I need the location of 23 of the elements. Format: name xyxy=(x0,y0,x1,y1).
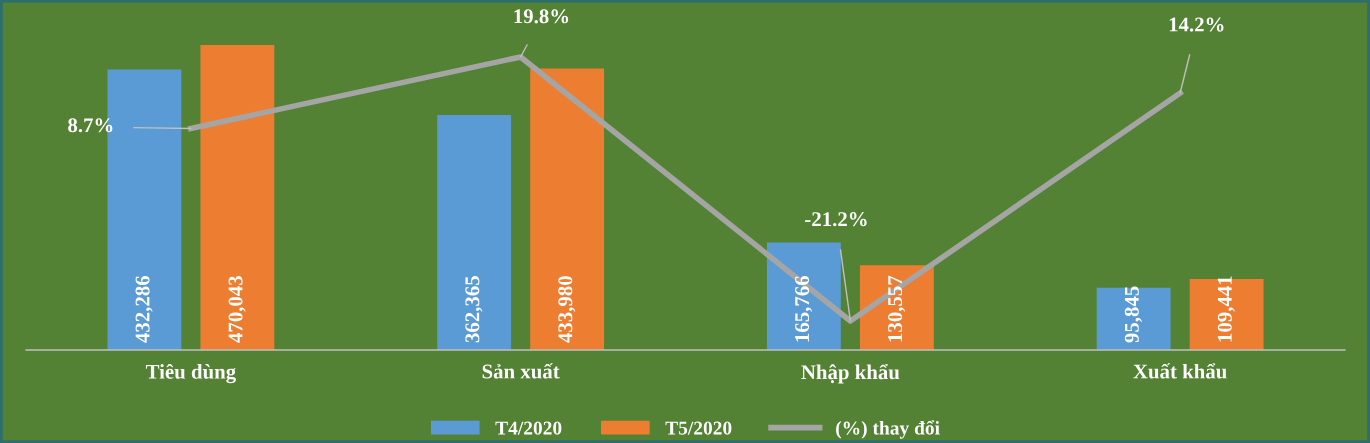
data-label: 165,766 xyxy=(795,275,813,342)
bar xyxy=(1096,287,1171,350)
data-label: 362,365 xyxy=(465,276,483,343)
x-tick-label: Tiêu dùng xyxy=(145,363,236,384)
data-label: 14.2% xyxy=(1169,17,1224,32)
data-label: 95,845 xyxy=(1124,286,1142,343)
bar xyxy=(530,68,605,350)
x-tick-label: Nhập khẩu xyxy=(801,363,900,384)
legend-label: T4/2020 xyxy=(495,421,562,435)
data-label: 470,043 xyxy=(228,276,246,343)
legend-label: T5/2020 xyxy=(665,421,732,435)
data-label: 109,441 xyxy=(1217,276,1235,342)
bar xyxy=(437,114,512,350)
bar xyxy=(200,45,275,350)
data-label: -21.2% xyxy=(805,212,867,227)
bar xyxy=(1189,278,1264,350)
x-tick-label: Sản xuất xyxy=(482,363,560,379)
legend-label: (%) thay đổi xyxy=(836,420,940,439)
data-label: 19.8% xyxy=(514,9,569,24)
data-label: 432,286 xyxy=(135,275,153,343)
data-label: 130,557 xyxy=(888,275,906,342)
data-label: 433,980 xyxy=(558,276,576,343)
x-tick-label: Xuất khẩu xyxy=(1133,363,1227,379)
